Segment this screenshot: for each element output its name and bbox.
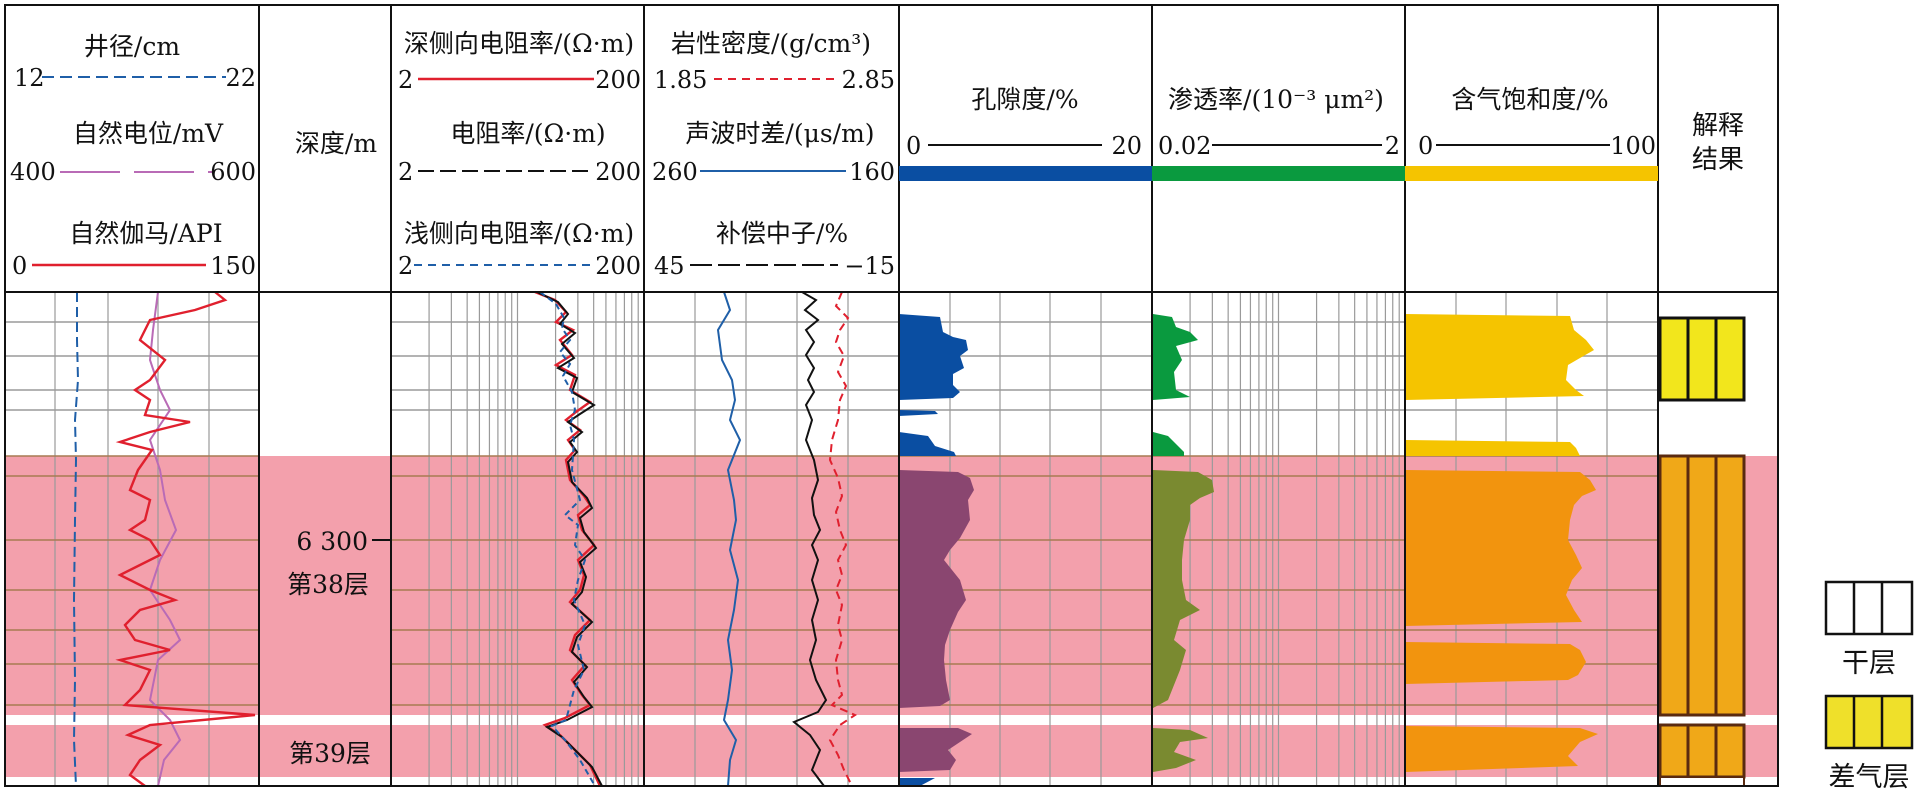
legend-label-dry: 干层 [1842, 648, 1896, 679]
saturation-fill-zone-38 [1405, 458, 1596, 626]
layer-label-39: 第39层 [289, 739, 371, 768]
curve-label-sonic: 声波时差/(μs/m) [685, 119, 874, 148]
permeability-title: 渗透率/(10⁻³ μm²) [1168, 85, 1384, 114]
curve-right-sonic: 160 [849, 158, 895, 186]
curve-left-neutron: 45 [654, 252, 685, 280]
table-frame [4, 4, 1779, 787]
permeability-fill-small [1153, 432, 1184, 456]
header-track-5: 孔隙度/% 0 20 [899, 85, 1152, 181]
curve-label-neutron: 补偿中子/% [716, 219, 848, 248]
interpretation-column [1658, 316, 1746, 787]
curve-right-caliper: 22 [225, 64, 256, 92]
porosity-fill-thin [899, 410, 938, 416]
saturation-fill-zone-39 [1405, 726, 1598, 772]
curve-label-density: 岩性密度/(g/cm³) [671, 29, 871, 58]
porosity-fill-upper [899, 314, 968, 400]
layer-label-38: 第38层 [287, 570, 369, 599]
depth-title: 深度/m [295, 129, 377, 158]
curve-left-shallow-resistivity: 2 [398, 252, 413, 280]
header-track-8: 解释 结果 [1692, 111, 1744, 175]
sp-curve [148, 291, 182, 787]
curve-right-deep-resistivity: 200 [595, 66, 641, 94]
saturation-color-bar [1405, 166, 1658, 181]
legend-item-poor-gas: 差气层 [1824, 694, 1914, 793]
shallow-resistivity-curve [539, 291, 596, 787]
porosity-title: 孔隙度/% [971, 85, 1078, 114]
header-track-1: 井径/cm 12 22 自然电位/mV 400 600 自然伽马/API 0 1… [10, 32, 256, 280]
curve-left-gr: 0 [12, 252, 27, 280]
permeability-fill-zone-38 [1153, 456, 1214, 708]
header-track-4: 岩性密度/(g/cm³) 1.85 2.85 声波时差/(μs/m) 260 1… [652, 29, 895, 280]
permeability-right: 2 [1385, 132, 1400, 160]
outer-border [4, 4, 1779, 787]
interp-thin-layer [1659, 776, 1745, 787]
legend-swatch-poor-gas [1824, 694, 1914, 750]
gr-curve [115, 291, 256, 787]
permeability-fill-upper [1153, 314, 1198, 400]
interp-dry-layer [1658, 316, 1746, 402]
porosity-fill-bottom [899, 778, 935, 786]
porosity-fill-zone-38 [899, 456, 974, 708]
interp-gas-layer-39 [1658, 723, 1746, 779]
porosity-left: 0 [906, 132, 921, 160]
legend: 干层 差气层 [1824, 580, 1914, 793]
curve-left-sonic: 260 [652, 158, 698, 186]
density-curve [828, 291, 858, 787]
curve-label-shallow-resistivity: 浅侧向电阻率/(Ω·m) [404, 219, 634, 248]
curve-right-resistivity: 200 [595, 158, 641, 186]
permeability-left: 0.02 [1158, 132, 1211, 160]
curve-right-shallow-resistivity: 200 [595, 252, 641, 280]
log-curves [72, 290, 858, 787]
header-depth: 深度/m 6 300 第38层 第39层 [287, 129, 391, 768]
porosity-fill-zone-39 [899, 728, 972, 772]
sonic-curve [716, 291, 742, 787]
saturation-left: 0 [1418, 132, 1433, 160]
permeability-color-bar [1152, 166, 1405, 181]
curve-right-gr: 150 [210, 252, 256, 280]
header-track-3: 深侧向电阻率/(Ω·m) 2 200 电阻率/(Ω·m) 2 200 浅侧向电阻… [398, 29, 641, 280]
permeability-fill [1153, 314, 1214, 772]
porosity-color-bar [899, 166, 1152, 181]
curve-left-deep-resistivity: 2 [398, 66, 413, 94]
curve-label-sp: 自然电位/mV [73, 119, 224, 148]
curve-right-neutron: −15 [844, 252, 895, 280]
legend-swatch-dry [1824, 580, 1914, 636]
saturation-right: 100 [1610, 132, 1656, 160]
porosity-fill [899, 314, 974, 786]
curve-left-density: 1.85 [654, 66, 707, 94]
curve-left-resistivity: 2 [398, 158, 413, 186]
header-track-7: 含气饱和度/% 0 100 [1405, 85, 1658, 181]
permeability-fill-zone-39 [1153, 728, 1208, 772]
curve-right-sp: 600 [210, 158, 256, 186]
curve-right-density: 2.85 [842, 66, 895, 94]
curve-label-gr: 自然伽马/API [69, 219, 222, 248]
saturation-fill [1405, 314, 1598, 772]
curve-left-sp: 400 [10, 158, 56, 186]
caliper-curve [72, 292, 80, 787]
curve-label-resistivity: 电阻率/(Ω·m) [450, 119, 605, 148]
depth-tick-label: 6 300 [296, 527, 368, 556]
porosity-right: 20 [1111, 132, 1142, 160]
neutron-curve [792, 291, 828, 787]
curve-label-deep-resistivity: 深侧向电阻率/(Ω·m) [404, 29, 634, 58]
legend-label-poor-gas: 差气层 [1829, 762, 1910, 793]
curve-label-caliper: 井径/cm [84, 32, 180, 61]
porosity-fill-small [899, 432, 956, 456]
legend-item-dry: 干层 [1824, 580, 1914, 679]
track-grid-lines [5, 292, 1658, 786]
curve-left-caliper: 12 [14, 64, 45, 92]
saturation-fill-zone-38-lower [1405, 642, 1586, 684]
saturation-title: 含气饱和度/% [1451, 85, 1608, 114]
saturation-fill-small [1405, 440, 1580, 456]
result-title: 解释 [1692, 111, 1744, 141]
header-track-6: 渗透率/(10⁻³ μm²) 0.02 2 [1152, 85, 1405, 181]
saturation-fill-upper [1405, 314, 1594, 400]
interp-gas-layer-38 [1658, 454, 1746, 717]
resistivity-curve [536, 291, 603, 787]
result-title-2: 结果 [1692, 145, 1744, 175]
